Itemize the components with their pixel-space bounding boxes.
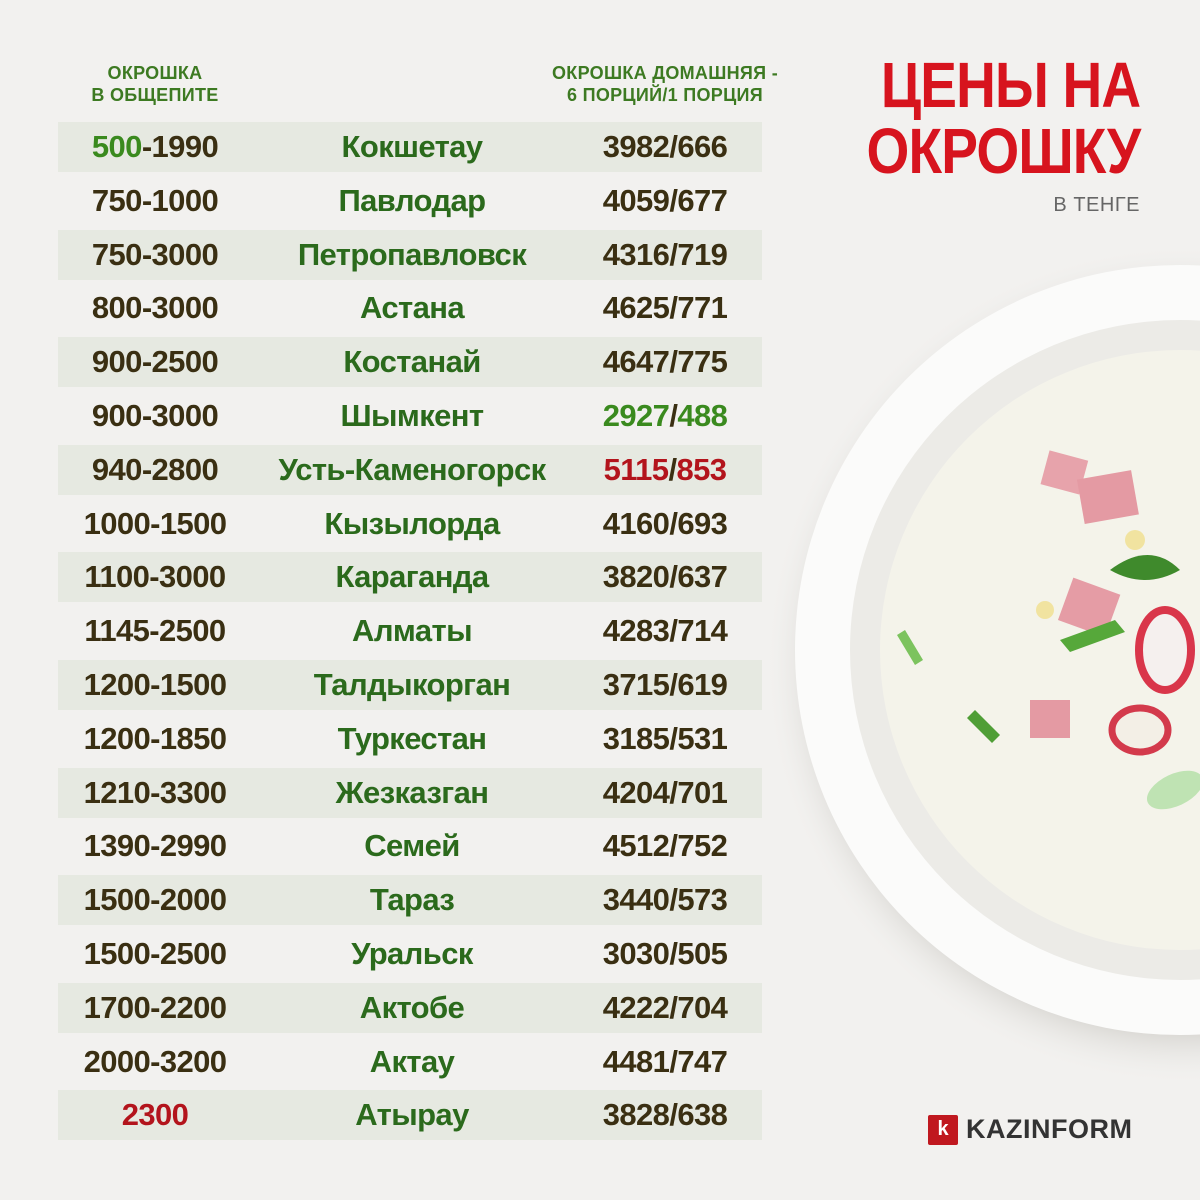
cafe-price: 1500-2000 — [83, 882, 227, 918]
row-band — [58, 337, 762, 388]
city-name: Кызылорда — [324, 505, 500, 541]
price-segment: -1990 — [141, 129, 219, 164]
column-header: ОКРОШКА ДОМАШНЯЯ -6 ПОРЦИЙ/1 ПОРЦИЯ — [515, 62, 815, 106]
city-name: Павлодар — [338, 182, 486, 218]
logo-mark: k — [928, 1114, 958, 1145]
subtitle: В ТЕНГЕ — [1053, 194, 1140, 216]
city-name: Семей — [364, 828, 460, 864]
city-name: Атырау — [355, 1097, 469, 1133]
city-name: Талдыкорган — [313, 667, 511, 702]
logo: k KAZINFORM — [928, 1114, 1132, 1145]
row-band — [58, 1090, 762, 1141]
cafe-price: 800-3000 — [91, 290, 219, 326]
cafe-price: 1145-2500 — [84, 613, 226, 649]
price-segment: 853 — [676, 451, 727, 487]
cafe-price: 1500-2500 — [83, 936, 227, 971]
home-price: 4160/693 — [602, 505, 728, 541]
home-price: 3715/619 — [602, 667, 728, 702]
price-segment: / — [669, 398, 678, 433]
city-name: Актобе — [359, 989, 465, 1025]
home-price: 4481/747 — [602, 1043, 728, 1079]
home-price: 4625/771 — [602, 290, 728, 326]
home-price: 5115/853 — [535, 443, 795, 497]
home-price: 4316/719 — [602, 236, 728, 272]
title: ЦЕНЫ НА ОКРОШКУ — [822, 49, 1141, 187]
home-price: 4647/775 — [602, 344, 728, 380]
home-price: 3828/638 — [602, 1097, 728, 1133]
cafe-price: 500-1990 — [25, 120, 285, 174]
home-price: 3185/531 — [602, 720, 728, 756]
ingredients — [897, 450, 1200, 810]
logo-text: KAZINFORM — [966, 1114, 1133, 1144]
price-segment: 500 — [91, 129, 143, 164]
row-band — [58, 982, 762, 1033]
column-header-line: ОКРОШКА — [107, 63, 203, 83]
home-price: 3982/666 — [602, 129, 728, 164]
home-price: 3440/573 — [602, 882, 728, 918]
city-name: Уральск — [351, 936, 473, 971]
price-segment: / — [668, 451, 677, 487]
price-segment: 488 — [677, 398, 728, 433]
cafe-price: 750-3000 — [91, 236, 219, 272]
cafe-price: 750-1000 — [91, 182, 219, 218]
price-segment: 5115 — [603, 451, 669, 487]
column-header-line: ОКРОШКА ДОМАШНЯЯ - — [551, 63, 778, 83]
row-band — [58, 767, 762, 818]
cafe-price: 900-2500 — [91, 344, 219, 380]
home-price: 4222/704 — [602, 989, 728, 1025]
cafe-price: 1200-1850 — [83, 720, 227, 756]
home-price: 3820/637 — [602, 559, 728, 595]
column-header-line: 6 ПОРЦИЙ/1 ПОРЦИЯ — [566, 85, 764, 105]
price-segment: 2300 — [121, 1097, 189, 1133]
city-name: Кокшетау — [341, 129, 484, 164]
cafe-price: 2000-3200 — [83, 1043, 227, 1079]
row-band — [58, 229, 762, 280]
cafe-price: 900-3000 — [91, 398, 219, 433]
row-band — [58, 875, 762, 926]
home-price: 2927/488 — [535, 389, 795, 443]
city-name: Тараз — [369, 882, 455, 918]
cafe-price: 1390-2990 — [83, 828, 227, 864]
row-band — [58, 660, 762, 710]
cafe-price: 940-2800 — [91, 451, 219, 487]
row-band — [58, 444, 762, 495]
home-price: 4059/677 — [602, 182, 728, 218]
city-name: Петропавловск — [297, 236, 527, 272]
city-name: Алматы — [352, 613, 473, 649]
home-price: 4283/714 — [602, 613, 728, 649]
cafe-price: 1200-1500 — [83, 667, 227, 702]
cafe-price: 1100-3000 — [84, 559, 226, 595]
city-name: Жезказган — [335, 774, 489, 810]
cafe-price: 1210-3300 — [83, 774, 227, 810]
column-header-line: В ОБЩЕПИТЕ — [91, 85, 219, 105]
home-price: 4512/752 — [602, 828, 728, 864]
title-line: ЦЕНЫ НА — [880, 49, 1141, 121]
cafe-price: 1700-2200 — [83, 989, 227, 1025]
column-header: ОКРОШКА В ОБЩЕПИТЕ — [5, 62, 305, 106]
cafe-price: 2300 — [25, 1088, 285, 1142]
city-name: Костанай — [343, 344, 481, 380]
home-price: 4204/701 — [602, 774, 728, 810]
city-name: Астана — [359, 290, 465, 326]
home-price: 3030/505 — [602, 936, 728, 971]
price-segment: 2927 — [602, 398, 670, 433]
row-band — [58, 552, 762, 603]
city-name: Туркестан — [337, 720, 487, 756]
city-name: Усть-Каменогорск — [278, 451, 546, 487]
city-name: Караганда — [335, 559, 489, 595]
city-name: Актау — [369, 1043, 455, 1079]
row-band — [58, 122, 762, 172]
title-line: ОКРОШКУ — [866, 115, 1141, 187]
city-name: Шымкент — [340, 398, 484, 433]
cafe-price: 1000-1500 — [83, 505, 227, 541]
